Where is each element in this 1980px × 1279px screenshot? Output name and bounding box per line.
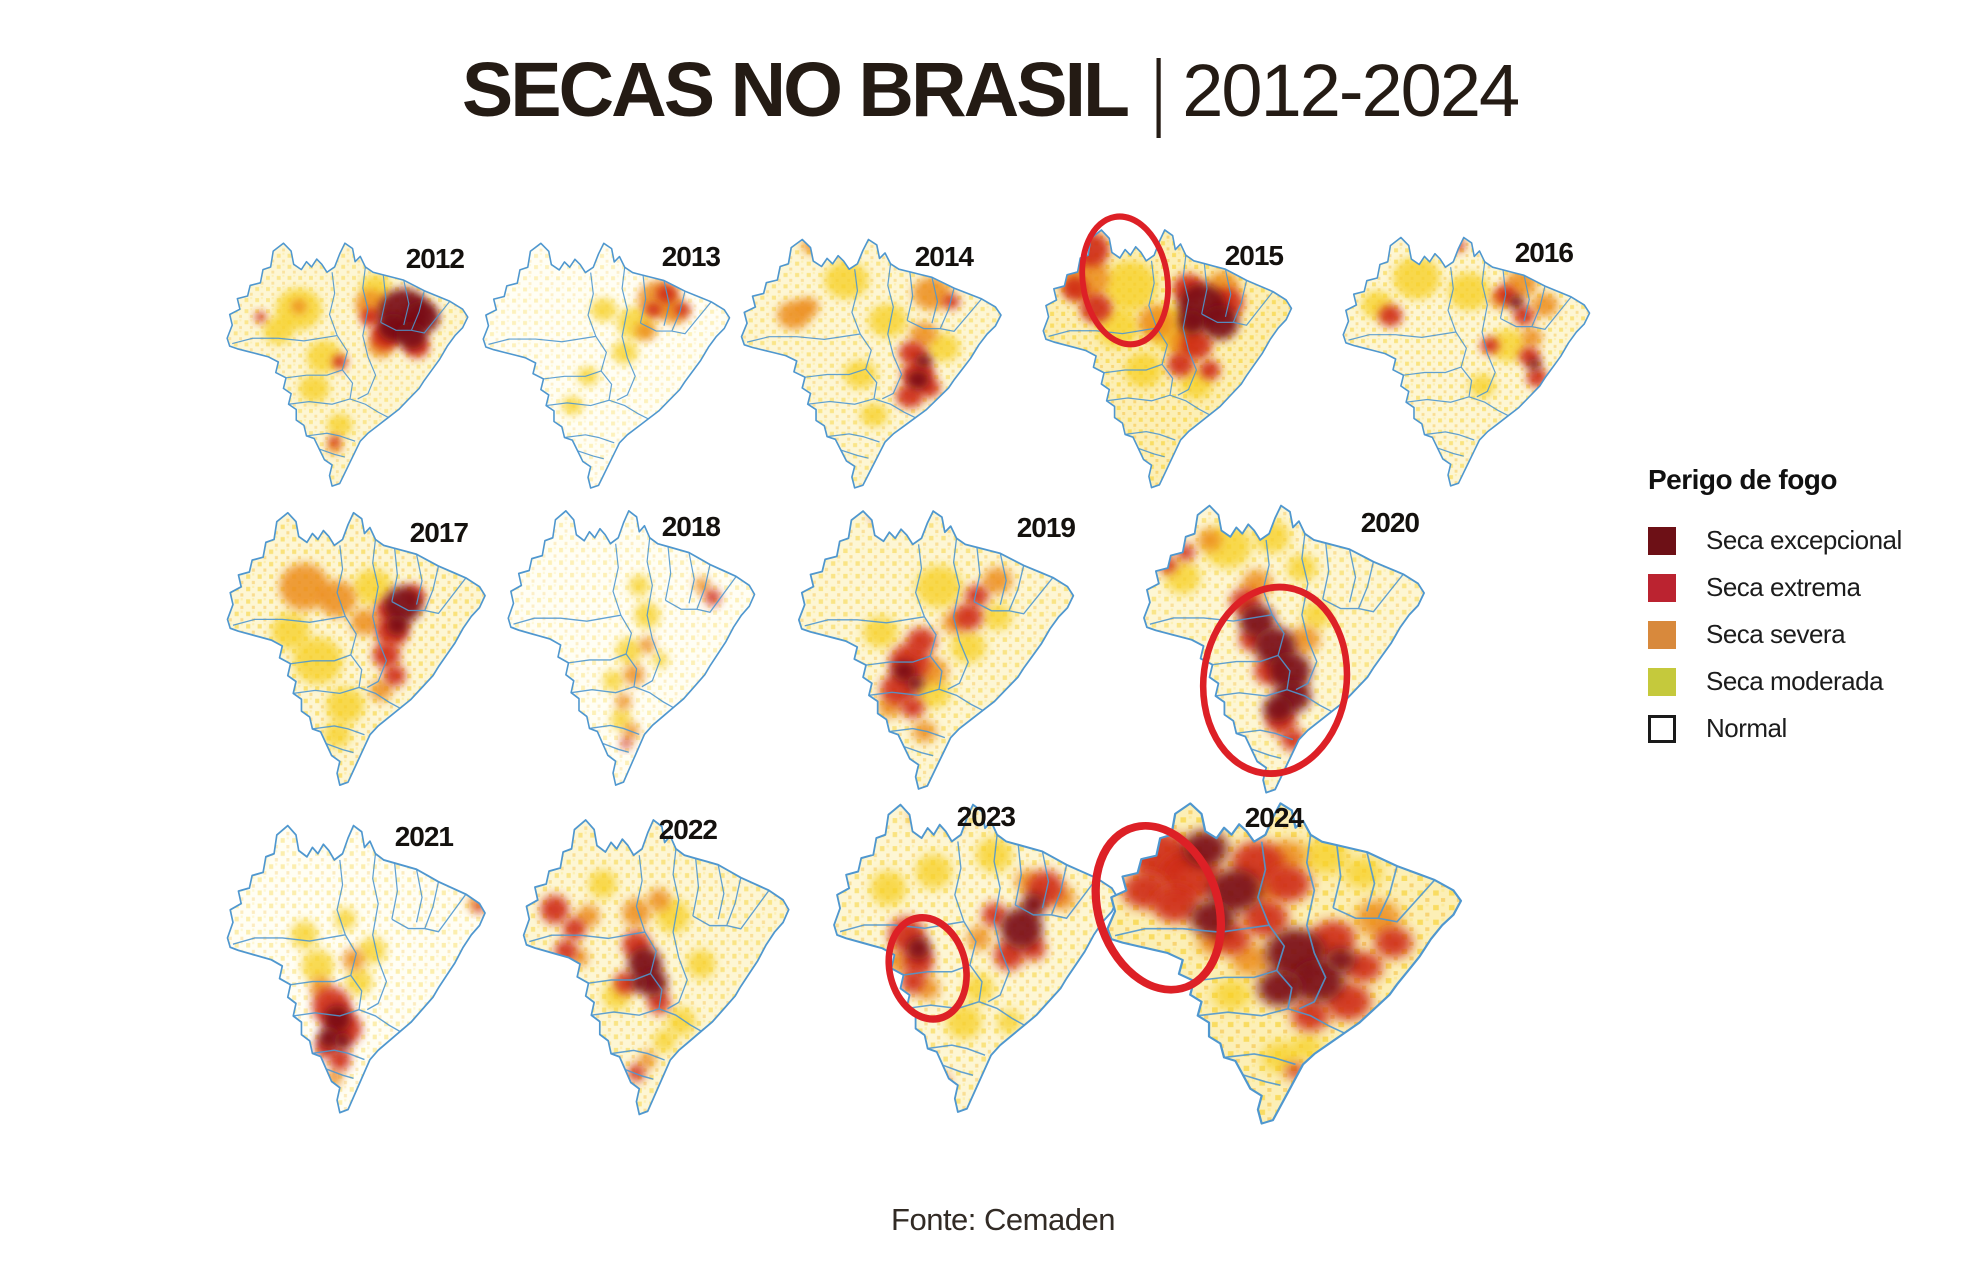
source-note: Fonte: Cemaden <box>891 1202 1115 1237</box>
highlight-circle <box>1079 213 1171 348</box>
legend-title: Perigo de fogo <box>1648 464 1838 495</box>
highlight-circle <box>1091 822 1226 994</box>
legend-item: Seca severa <box>1648 611 1958 658</box>
map-2012: 2012 <box>222 230 478 494</box>
year-label: 2021 <box>394 821 454 852</box>
brazil-outline <box>740 238 1002 489</box>
map-2020: 2020 <box>1138 490 1436 802</box>
title-separator: | <box>1151 42 1166 139</box>
brazil-map-svg <box>226 511 486 787</box>
brazil-map-svg <box>1042 213 1293 489</box>
legend-swatch-icon <box>1648 573 1676 602</box>
highlight-circle <box>885 913 970 1023</box>
year-label: 2022 <box>658 814 718 845</box>
legend-label: Normal <box>1706 713 1787 743</box>
brazil-map-svg <box>226 242 469 487</box>
brazil-map-svg <box>1342 236 1591 487</box>
state-borders <box>232 539 467 754</box>
map-2014: 2014 <box>736 226 1012 496</box>
legend-item: Normal <box>1648 705 1958 752</box>
legend-label: Seca severa <box>1706 619 1846 649</box>
map-2013: 2013 <box>478 230 740 496</box>
year-label: 2012 <box>405 243 465 274</box>
state-borders <box>1048 255 1274 458</box>
state-borders <box>746 263 983 459</box>
brazil-outline <box>1106 802 1463 1125</box>
state-borders <box>513 537 737 753</box>
year-label: 2020 <box>1360 507 1420 538</box>
legend-swatch-icon <box>1648 526 1676 555</box>
year-label: 2016 <box>1514 237 1574 268</box>
brazil-outline <box>482 242 731 489</box>
state-borders <box>1114 834 1436 1087</box>
state-borders <box>804 538 1054 757</box>
legend-rows: Seca excepcional Seca extrema Seca severa S… <box>1648 517 1958 752</box>
year-label: 2019 <box>1016 512 1076 543</box>
map-2018: 2018 <box>503 496 765 794</box>
year-label: 2017 <box>409 517 469 548</box>
legend-label: Seca moderada <box>1706 666 1884 696</box>
brazil-map-svg <box>226 824 486 1114</box>
brazil-outline <box>833 803 1119 1113</box>
legend: Perigo de fogo Seca excepcional Seca extr… <box>1648 464 1958 752</box>
legend-item: Seca extrema <box>1648 564 1958 611</box>
brazil-outline <box>226 242 469 487</box>
state-borders <box>1149 533 1404 760</box>
state-borders <box>488 267 712 460</box>
brazil-map-svg <box>507 510 756 786</box>
year-label: 2023 <box>956 801 1016 832</box>
page-title: SECAS NO BRASIL | 2012-2024 <box>0 44 1980 152</box>
brazil-map-svg <box>1143 504 1425 794</box>
brazil-map-svg <box>797 510 1075 790</box>
brazil-map-svg <box>522 819 790 1116</box>
title-main: SECAS NO BRASIL <box>461 47 1130 133</box>
map-2016: 2016 <box>1338 224 1600 494</box>
year-label: 2013 <box>661 241 721 272</box>
brazil-outline <box>797 510 1075 790</box>
map-2022: 2022 <box>518 804 800 1124</box>
legend-item: Seca moderada <box>1648 658 1958 705</box>
title-range: 2012-2024 <box>1182 49 1520 132</box>
brazil-map-svg <box>833 803 1119 1113</box>
map-2017: 2017 <box>222 498 496 794</box>
legend-label: Seca extrema <box>1706 572 1861 602</box>
state-borders <box>529 848 770 1080</box>
state-borders <box>232 266 451 458</box>
brazil-outline <box>1042 229 1293 489</box>
legend-label: Seca excepcional <box>1706 525 1902 555</box>
brazil-outline <box>1342 236 1591 487</box>
year-label: 2014 <box>914 241 974 272</box>
brazil-map-svg <box>1091 802 1463 1125</box>
year-label: 2024 <box>1244 802 1304 833</box>
year-label: 2018 <box>661 511 721 542</box>
brazil-outline <box>226 511 486 787</box>
legend-swatch-icon <box>1648 714 1676 743</box>
legend-swatch-icon <box>1648 620 1676 649</box>
map-2015: 2015 <box>1038 213 1302 496</box>
legend-swatch-icon <box>1648 667 1676 696</box>
brazil-outline <box>226 824 486 1114</box>
year-label: 2015 <box>1224 240 1284 271</box>
map-2024: 2024 <box>1091 786 1476 1134</box>
state-borders <box>1348 261 1572 457</box>
map-2023: 2023 <box>828 788 1130 1122</box>
brazil-outline <box>522 819 790 1116</box>
legend-item: Seca excepcional <box>1648 517 1958 564</box>
map-2019: 2019 <box>793 496 1085 798</box>
brazil-outline <box>507 510 756 786</box>
brazil-map-svg <box>482 242 731 489</box>
map-2021: 2021 <box>222 810 496 1122</box>
state-borders <box>232 853 467 1080</box>
brazil-map-svg <box>740 238 1002 489</box>
highlight-circle <box>1199 583 1351 778</box>
state-borders <box>839 834 1098 1076</box>
brazil-outline <box>1143 504 1425 794</box>
